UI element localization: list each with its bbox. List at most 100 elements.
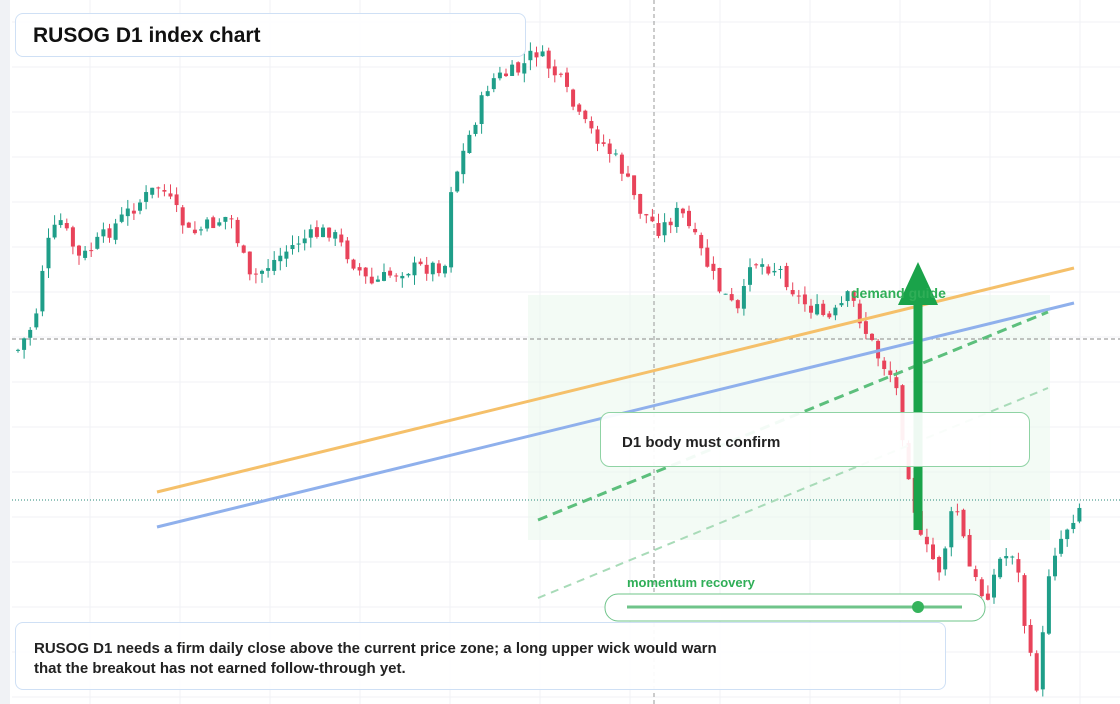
- candle-body: [1004, 556, 1009, 559]
- candle-body: [644, 214, 649, 216]
- candle-body: [662, 222, 667, 236]
- candle-body: [168, 193, 173, 197]
- candle-body: [772, 270, 777, 273]
- candle-body: [16, 349, 20, 351]
- candle-body: [601, 142, 606, 144]
- candle-body: [52, 224, 57, 238]
- candle-body: [357, 267, 362, 271]
- candle-body: [162, 190, 167, 192]
- candle-body: [272, 259, 277, 271]
- candle-body: [510, 64, 515, 76]
- candle-body: [1028, 624, 1033, 653]
- candle-body: [229, 218, 234, 220]
- candle-body: [711, 263, 716, 271]
- candle-body: [418, 261, 423, 265]
- candle-body: [558, 73, 563, 75]
- candle-body: [882, 360, 887, 370]
- candle-body: [382, 272, 386, 281]
- candle-body: [412, 262, 417, 276]
- candle-body: [577, 104, 582, 112]
- candle-body: [607, 143, 612, 154]
- candle-body: [674, 207, 679, 227]
- candle-body: [571, 89, 576, 107]
- candle-body: [443, 265, 447, 274]
- candle-body: [211, 217, 216, 229]
- candle-body: [388, 270, 393, 276]
- arrow-head: [898, 262, 938, 305]
- candle-body: [284, 251, 289, 259]
- candle-body: [64, 223, 69, 229]
- candle-body: [632, 175, 637, 196]
- candle-body: [321, 227, 325, 238]
- candle-body: [845, 291, 850, 302]
- title-box: RUSOG D1 index chart: [15, 13, 526, 57]
- candle-body: [278, 255, 283, 262]
- candle-body: [174, 194, 179, 206]
- candle-body: [1071, 522, 1076, 530]
- candle-body: [479, 95, 484, 124]
- candle-body: [516, 62, 521, 73]
- candle-body: [998, 558, 1003, 578]
- candle-body: [552, 66, 557, 76]
- candle-body: [729, 294, 734, 301]
- candle-body: [363, 267, 368, 277]
- candle-body: [534, 52, 539, 58]
- candle-body: [34, 313, 39, 328]
- candle-body: [699, 234, 704, 249]
- candle-body: [992, 574, 996, 598]
- left-edge: [0, 0, 10, 704]
- candle-body: [253, 273, 258, 275]
- candle-body: [266, 268, 271, 271]
- candle-body: [979, 579, 984, 597]
- candle-body: [58, 220, 63, 226]
- candle-body: [22, 338, 27, 350]
- candle-body: [790, 290, 795, 295]
- candle-body: [565, 72, 569, 87]
- candle-body: [851, 291, 856, 301]
- candle-body: [766, 266, 771, 274]
- candle-body: [796, 295, 801, 297]
- candle-body: [28, 329, 33, 338]
- candle-body: [107, 228, 112, 238]
- candle-body: [497, 72, 502, 79]
- candle-body: [504, 73, 508, 77]
- note-text: RUSOG D1 needs a firm daily close above …: [34, 640, 717, 677]
- candle-body: [888, 370, 893, 375]
- candle-body: [693, 228, 698, 233]
- candle-body: [424, 264, 429, 274]
- candle-body: [290, 245, 295, 250]
- candle-body: [894, 377, 899, 389]
- candle-body: [619, 154, 624, 174]
- candle-body: [241, 245, 246, 253]
- candle-body: [95, 236, 100, 249]
- candle-body: [314, 227, 319, 237]
- candle-body: [1053, 555, 1057, 577]
- candle-body: [680, 208, 685, 214]
- candle-body: [863, 321, 868, 334]
- indicator-label: momentum recovery: [627, 575, 756, 590]
- candle-body: [260, 270, 264, 274]
- candle-body: [333, 232, 338, 239]
- candle-body: [924, 536, 929, 545]
- candle-body: [705, 247, 710, 267]
- candle-body: [973, 569, 978, 578]
- candle-body: [1016, 559, 1021, 573]
- candle-body: [943, 548, 948, 570]
- candle-body: [815, 304, 820, 315]
- candle-body: [656, 223, 661, 236]
- candle-body: [540, 51, 545, 57]
- note-box: RUSOG D1 needs a firm daily close above …: [15, 622, 946, 690]
- candle-body: [308, 229, 313, 238]
- callout-box: D1 body must confirm: [600, 412, 1030, 467]
- candle-body: [955, 511, 960, 513]
- candle-body: [223, 216, 228, 222]
- candle-body: [985, 593, 990, 600]
- candle-body: [857, 303, 862, 324]
- candle-body: [235, 219, 240, 244]
- candle-body: [638, 194, 643, 214]
- candle-body: [186, 222, 191, 228]
- candle-body: [741, 286, 746, 309]
- candle-body: [461, 150, 466, 175]
- candle-body: [351, 259, 356, 269]
